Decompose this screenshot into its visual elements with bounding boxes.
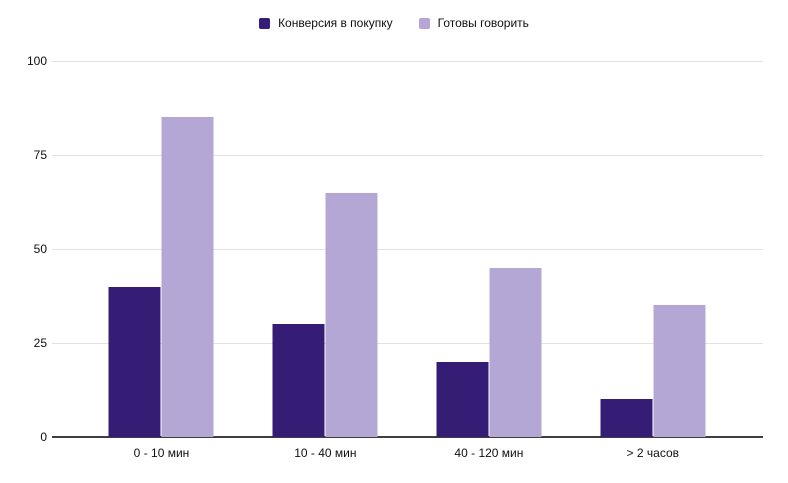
- y-axis-tick-label: 0: [40, 430, 47, 444]
- y-axis-tick-label: 100: [26, 54, 47, 68]
- bar: [325, 192, 378, 437]
- x-axis-line: [52, 436, 763, 438]
- plot-area: [52, 60, 763, 438]
- bar-group: [436, 267, 542, 437]
- y-axis-tick-label: 25: [33, 336, 47, 350]
- legend-item: Готовы говорить: [418, 16, 529, 30]
- legend-label: Готовы говорить: [437, 16, 529, 30]
- y-axis-tick-label: 50: [33, 242, 47, 256]
- y-axis-tick-label: 75: [33, 148, 47, 162]
- x-axis-category-label: 40 - 120 мин: [454, 446, 524, 460]
- bar: [161, 117, 214, 437]
- legend-label: Конверсия в покупку: [278, 16, 393, 30]
- gridline: [52, 342, 763, 344]
- x-axis-category-label: > 2 часов: [626, 446, 680, 460]
- gridline: [52, 60, 763, 62]
- gridline: [52, 248, 763, 250]
- x-axis-category-label: 10 - 40 мин: [294, 446, 357, 460]
- bar: [436, 361, 489, 437]
- bar-group: [108, 117, 214, 437]
- legend-swatch: [418, 17, 430, 29]
- bar: [108, 286, 161, 437]
- x-axis-category-label: 0 - 10 мин: [133, 446, 190, 460]
- legend-item: Конверсия в покупку: [259, 17, 393, 29]
- bar: [653, 305, 706, 437]
- gridline: [52, 154, 763, 156]
- bar: [489, 267, 542, 437]
- legend-swatch: [259, 17, 271, 29]
- bar-group: [600, 305, 706, 437]
- bar-group: [272, 192, 378, 437]
- legend: Конверсия в покупку Готовы говорить: [0, 17, 788, 29]
- bar: [600, 399, 653, 437]
- bar: [272, 324, 325, 437]
